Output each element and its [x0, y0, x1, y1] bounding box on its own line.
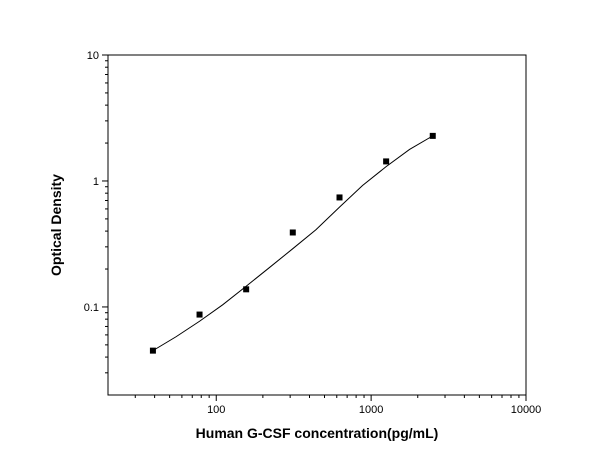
plot-frame — [107, 54, 527, 396]
data-point — [383, 158, 390, 165]
fit-curve — [152, 135, 434, 352]
data-point — [149, 347, 156, 354]
x-tick-label: 1000 — [359, 404, 383, 416]
x-axis-title: Human G-CSF concentration(pg/mL) — [196, 425, 439, 441]
data-point — [429, 132, 436, 139]
y-axis-ticks: 0.1 1 10 — [84, 50, 108, 374]
data-point — [336, 194, 343, 201]
data-points — [149, 132, 436, 354]
x-tick-label: 100 — [207, 404, 225, 416]
y-tick-label: 1 — [93, 176, 99, 188]
x-tick-label: 10000 — [511, 404, 542, 416]
y-axis-title: Optical Density — [48, 174, 64, 276]
data-point — [243, 286, 250, 293]
data-point — [196, 311, 203, 318]
x-axis-ticks: 100 1000 10000 — [134, 395, 542, 416]
y-tick-label: 10 — [87, 50, 99, 62]
data-point — [289, 229, 296, 236]
y-tick-label: 0.1 — [84, 302, 99, 314]
